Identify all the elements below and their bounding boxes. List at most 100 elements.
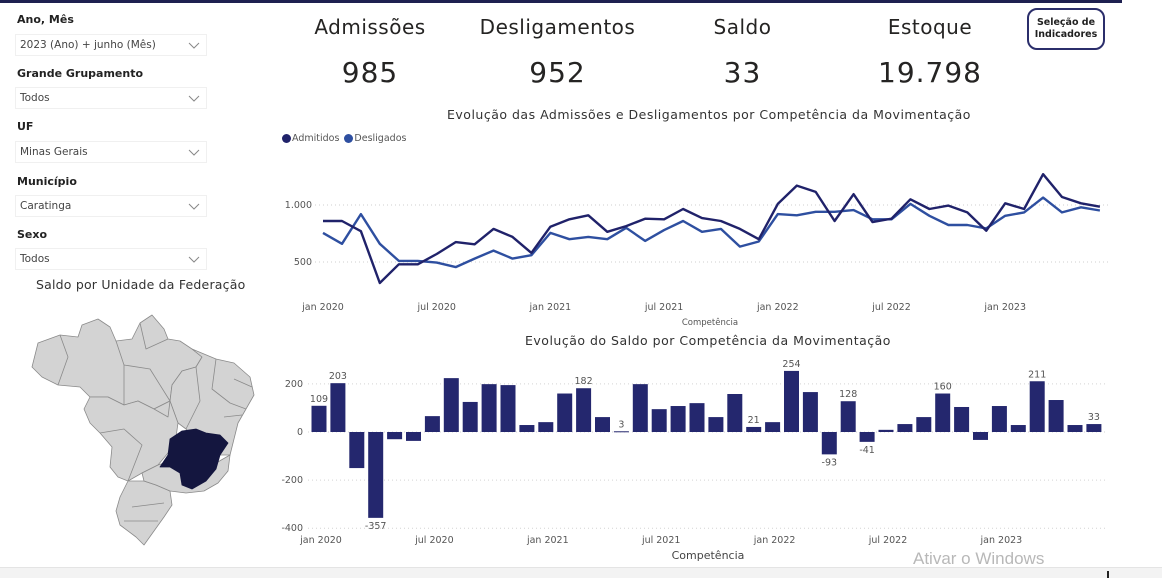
- saldo-bar: [424, 416, 440, 432]
- series-line-desligados: [322, 196, 1101, 269]
- x-tick-label: jan 2021: [526, 535, 569, 546]
- saldo-bar: [462, 401, 478, 432]
- slicer-ano-mes-dropdown[interactable]: 2023 (Ano) + junho (Mês): [15, 34, 207, 56]
- saldo-bar: [784, 370, 799, 432]
- x-tick-label: jul 2022: [868, 535, 908, 546]
- x-tick-label: jul 2020: [414, 535, 454, 546]
- kpi-value-saldo: 33: [723, 56, 762, 89]
- saldo-bar: [595, 417, 610, 432]
- bar-data-label: -41: [859, 445, 875, 456]
- map-state-sul[interactable]: [115, 480, 173, 546]
- saldo-bar: [368, 432, 384, 518]
- saldo-bar: [821, 432, 837, 455]
- chevron-down-icon: [188, 203, 200, 210]
- saldo-bar: [859, 432, 875, 442]
- kpi-label-saldo: Saldo: [713, 15, 772, 39]
- saldo-bar: [954, 406, 970, 432]
- x-tick-label: jul 2021: [641, 535, 681, 546]
- y-tick-label: 500: [294, 257, 312, 268]
- top-accent-bar: [0, 0, 1122, 3]
- x-tick-label: jul 2022: [871, 302, 911, 313]
- slicer-municipio-dropdown[interactable]: Caratinga: [15, 195, 207, 217]
- saldo-bar: [840, 401, 856, 432]
- y-tick-label: -200: [281, 475, 303, 486]
- slicer-value: Caratinga: [20, 200, 72, 212]
- saldo-bar: [765, 422, 781, 432]
- x-tick-label: jan 2020: [299, 535, 342, 546]
- x-axis-label: Competência: [682, 317, 738, 328]
- legend-label: Admitidos: [292, 133, 340, 144]
- saldo-bar: [802, 392, 818, 432]
- saldo-bar: [519, 425, 535, 432]
- bar-data-label: 21: [748, 415, 760, 426]
- bottom-bar: [0, 567, 1162, 578]
- legend-dot-icon: [282, 134, 291, 143]
- button-line-2: Indicadores: [1034, 29, 1098, 40]
- line-chart: 500 1.000 jan 2020 jul 2020 jan 2021 jul 2021…: [285, 173, 1110, 328]
- saldo-bar: [387, 432, 403, 440]
- brazil-map[interactable]: [20, 305, 265, 550]
- line-chart-legend: Admitidos Desligados: [282, 133, 406, 144]
- saldo-bar: [746, 426, 762, 432]
- slicer-label-municipio: Município: [17, 175, 77, 188]
- bar-data-label: 3: [618, 419, 624, 430]
- saldo-bar: [991, 406, 1007, 432]
- legend-item-admitidos[interactable]: Admitidos: [282, 133, 339, 144]
- chevron-down-icon: [188, 256, 200, 263]
- x-tick-label: jan 2022: [756, 302, 799, 313]
- saldo-bar: [613, 431, 629, 433]
- x-tick-label: jul 2020: [416, 302, 456, 313]
- map-title: Saldo por Unidade da Federação: [36, 277, 246, 292]
- series-line-admitidos: [323, 173, 1101, 285]
- x-tick-label: jan 2023: [980, 535, 1023, 546]
- saldo-bar: [443, 378, 459, 432]
- chevron-down-icon: [188, 95, 200, 102]
- slicer-sexo-dropdown[interactable]: Todos: [15, 248, 207, 270]
- bar-data-label: 211: [1028, 369, 1046, 380]
- bar-chart-title: Evolução do Saldo por Competência da Mov…: [525, 333, 891, 348]
- legend-item-desligados[interactable]: Desligados: [344, 133, 406, 144]
- slicer-label-uf: UF: [17, 120, 34, 133]
- selecao-indicadores-button[interactable]: Seleção de Indicadores: [1027, 8, 1105, 50]
- slicer-value: Minas Gerais: [20, 146, 88, 158]
- saldo-bar: [651, 409, 667, 432]
- bar-chart: -400 -200 0 200 109 203 -357 182 3 21 254 -93 128 -41…: [281, 359, 1105, 562]
- kpi-value-estoque: 19.798: [878, 56, 982, 89]
- kpi-label-desligamentos: Desligamentos: [479, 15, 636, 39]
- bar-data-label: 254: [782, 359, 800, 370]
- y-tick-label: 200: [285, 379, 303, 390]
- y-tick-label: 0: [297, 427, 303, 438]
- x-axis-label: Competência: [672, 549, 745, 562]
- x-tick-label: jan 2020: [301, 302, 344, 313]
- saldo-bar: [935, 393, 951, 432]
- saldo-bar: [330, 383, 346, 432]
- slicer-uf-dropdown[interactable]: Minas Gerais: [15, 141, 207, 163]
- saldo-bar: [916, 417, 932, 432]
- saldo-bar: [727, 394, 743, 432]
- saldo-bar: [689, 403, 705, 432]
- saldo-bar: [557, 393, 573, 432]
- bar-data-label: -357: [365, 521, 387, 532]
- slicer-value: 2023 (Ano) + junho (Mês): [20, 39, 156, 51]
- kpi-value-desligamentos: 952: [529, 56, 586, 89]
- y-tick-label: 1.000: [285, 200, 312, 211]
- bar-data-label: 160: [934, 382, 952, 393]
- x-tick-label: jul 2021: [644, 302, 684, 313]
- saldo-bar: [632, 384, 648, 432]
- bar-data-label: -93: [822, 457, 838, 468]
- legend-dot-icon: [344, 134, 354, 143]
- line-chart-title: Evolução das Admissões e Desligamentos p…: [447, 107, 971, 122]
- button-line-1: Seleção de: [1036, 16, 1096, 28]
- map-state-minas-gerais[interactable]: [159, 428, 229, 490]
- saldo-bar: [1048, 400, 1064, 432]
- saldo-bar: [406, 432, 421, 441]
- saldo-bar: [1029, 381, 1045, 432]
- saldo-bar: [1010, 425, 1026, 432]
- bar-data-label: 182: [575, 376, 593, 387]
- saldo-bar: [1086, 424, 1102, 432]
- windows-activation-watermark: Ativar o Windows: [913, 549, 1045, 568]
- x-tick-label: jan 2021: [529, 302, 572, 313]
- slicer-grande-grupamento-dropdown[interactable]: Todos: [15, 87, 207, 109]
- slicer-value: Todos: [20, 253, 50, 265]
- saldo-bar: [973, 432, 988, 440]
